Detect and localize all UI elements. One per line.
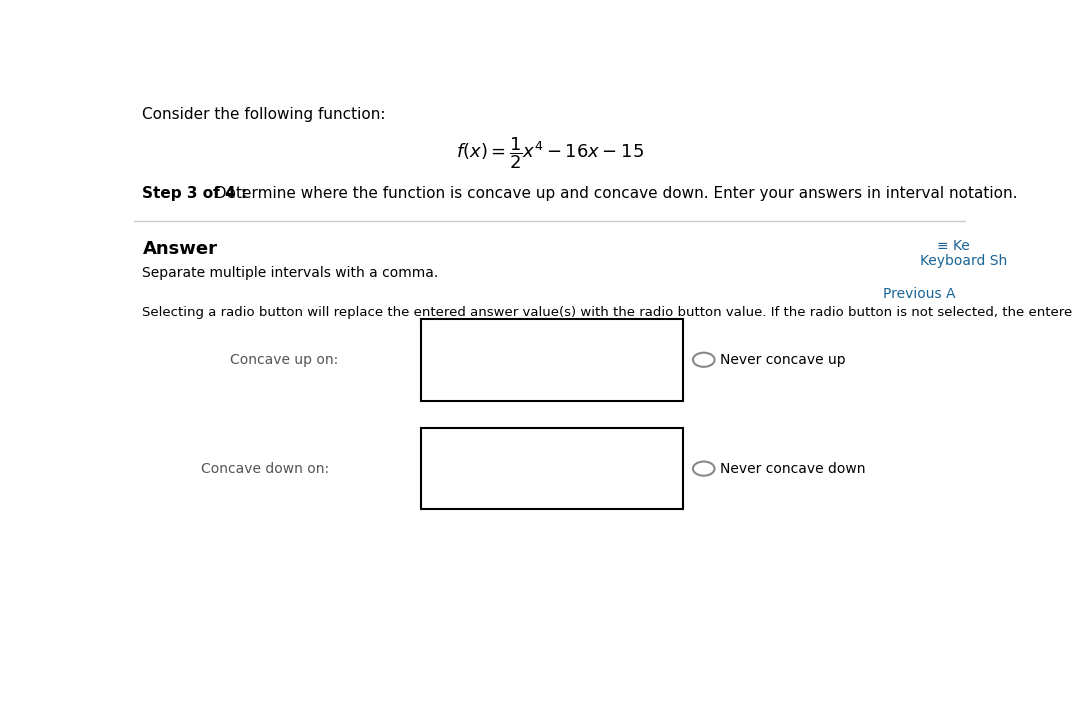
Text: $f(x) = \dfrac{1}{2}x^4 - 16x - 15$: $f(x) = \dfrac{1}{2}x^4 - 16x - 15$ (456, 135, 644, 170)
Text: Keyboard Sh: Keyboard Sh (920, 254, 1008, 268)
Text: Never concave down: Never concave down (720, 462, 866, 476)
Text: Determine where the function is concave up and concave down. Enter your answers : Determine where the function is concave … (205, 185, 1017, 201)
Text: Concave down on:: Concave down on: (202, 462, 329, 476)
Text: Previous A: Previous A (883, 287, 956, 301)
Text: Step 3 of 4 :: Step 3 of 4 : (143, 185, 248, 201)
Text: Consider the following function:: Consider the following function: (143, 107, 386, 122)
Text: Answer: Answer (143, 240, 218, 258)
Circle shape (693, 353, 715, 367)
Text: Selecting a radio button will replace the entered answer value(s) with the radio: Selecting a radio button will replace th… (143, 306, 1073, 319)
Circle shape (693, 462, 715, 476)
Text: ≡ Ke: ≡ Ke (937, 239, 969, 253)
FancyBboxPatch shape (421, 319, 682, 401)
Text: Concave up on:: Concave up on: (230, 353, 338, 367)
Text: Never concave up: Never concave up (720, 353, 846, 367)
Text: Separate multiple intervals with a comma.: Separate multiple intervals with a comma… (143, 266, 439, 279)
FancyBboxPatch shape (421, 428, 682, 510)
